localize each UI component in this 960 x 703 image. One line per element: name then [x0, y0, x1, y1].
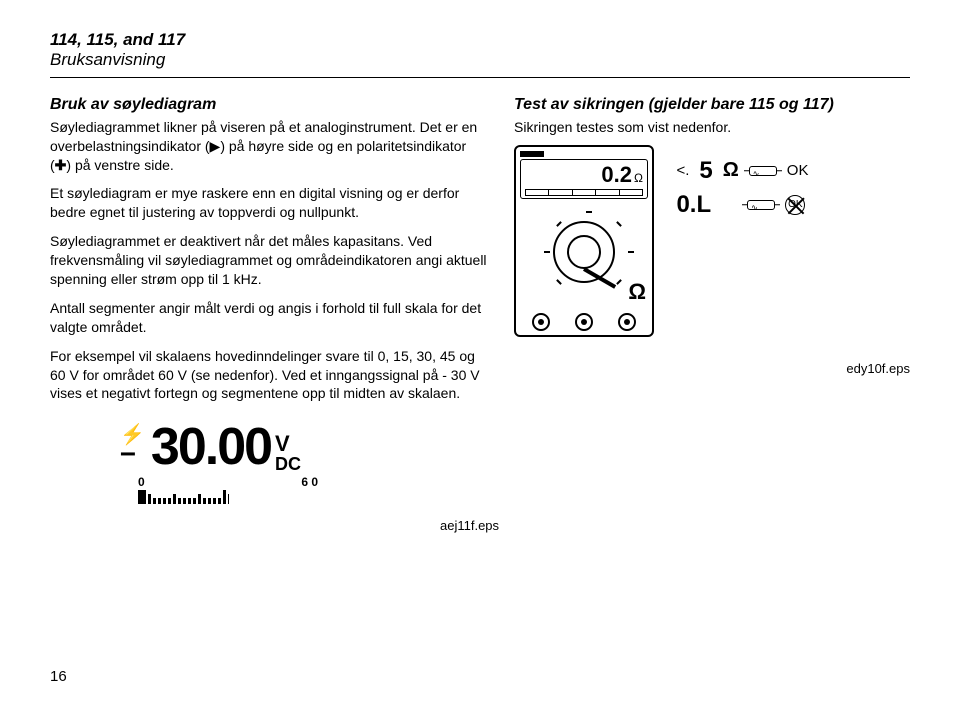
meter-reading: 0.2 Ω: [525, 162, 643, 188]
ok-label: OK: [787, 162, 809, 179]
read2-val: 0.L: [676, 191, 711, 219]
meter-reading-val: 0.2: [601, 162, 632, 188]
multimeter-icon: 0.2 Ω: [514, 145, 654, 337]
bargraph-labels: 0 6 0: [138, 475, 318, 489]
page-number: 16: [50, 668, 67, 685]
lcd-side-icons: ⚡ −: [120, 425, 145, 463]
dial-pointer: [583, 267, 616, 288]
scale-hi: 6 0: [301, 475, 318, 489]
para-2: Et søylediagram er mye raskere enn en di…: [50, 184, 490, 222]
meter-screen: 0.2 Ω: [520, 159, 648, 199]
reading-row-ok: <. 5 Ω ∿ OK: [676, 157, 808, 185]
header-title: 114, 115, and 117: [50, 30, 910, 50]
para-3: Søylediagrammet er deaktivert når det må…: [50, 232, 490, 289]
scale-lo: 0: [138, 475, 145, 489]
right-column: Test av sikringen (gjelder bare 115 og 1…: [514, 96, 910, 505]
meter-figure: 0.2 Ω: [514, 145, 910, 337]
bargraph-minus-icon: −: [138, 490, 146, 504]
jack-icon: [532, 313, 550, 331]
minus-icon: −: [120, 447, 145, 463]
fuse-readings: <. 5 Ω ∿ OK 0.L ∿ OK: [676, 157, 808, 225]
fuse-ok-icon: ∿: [749, 166, 777, 176]
ohm-label: Ω: [628, 279, 646, 305]
lcd-v: V: [275, 433, 290, 455]
left-column: Bruk av søylediagram Søylediagrammet lik…: [50, 96, 490, 505]
bargraph: −: [138, 490, 318, 504]
lcd-digits: 30.00 V DC: [151, 421, 301, 473]
meter-brand-icon: [520, 151, 544, 157]
para-1c: ) på venstre side.: [66, 157, 173, 173]
section-title-bargraph: Bruk av søylediagram: [50, 96, 490, 114]
not-ok-icon: OK: [785, 195, 805, 215]
meter-ohm-small: Ω: [634, 171, 643, 185]
right-arrow-icon: ▶: [210, 138, 221, 154]
lcd-dc: DC: [275, 455, 301, 473]
para-r1: Sikringen testes som vist nedenfor.: [514, 118, 910, 137]
section-title-fuse: Test av sikringen (gjelder bare 115 og 1…: [514, 96, 910, 114]
figure-caption-right: edy10f.eps: [514, 361, 910, 376]
bargraph-wrap: 0 6 0 −: [138, 475, 490, 504]
read1-prefix: <.: [676, 162, 689, 179]
lcd-illustration: ⚡ − 30.00 V DC: [120, 421, 490, 473]
lcd-unit: V DC: [275, 433, 301, 473]
meter-segments: [525, 189, 643, 197]
jack-icon: [618, 313, 636, 331]
para-4: Antall segmenter angir målt verdi og ang…: [50, 299, 490, 337]
header-subtitle: Bruksanvisning: [50, 50, 910, 70]
ohm-icon: Ω: [723, 159, 739, 182]
page-header: 114, 115, and 117 Bruksanvisning: [50, 30, 910, 71]
figure-caption-left: aej11f.eps: [440, 518, 910, 533]
lcd-main: 30.00 V DC: [151, 421, 301, 473]
header-rule: [50, 77, 910, 78]
plus-icon: ✚: [55, 157, 67, 173]
para-1: Søylediagrammet likner på viseren på et …: [50, 118, 490, 175]
meter-jacks: [520, 313, 648, 331]
para-5: For eksempel vil skalaens hovedinndeling…: [50, 347, 490, 404]
fuse-bad-icon: ∿: [747, 200, 775, 210]
reading-row-bad: 0.L ∿ OK: [676, 191, 808, 219]
lcd-reading: 30.00: [151, 421, 271, 473]
jack-icon: [575, 313, 593, 331]
dial-icon: [553, 221, 615, 283]
meter-dial-zone: Ω: [520, 205, 648, 311]
read1-val: 5: [699, 157, 712, 185]
content-columns: Bruk av søylediagram Søylediagrammet lik…: [50, 96, 910, 505]
